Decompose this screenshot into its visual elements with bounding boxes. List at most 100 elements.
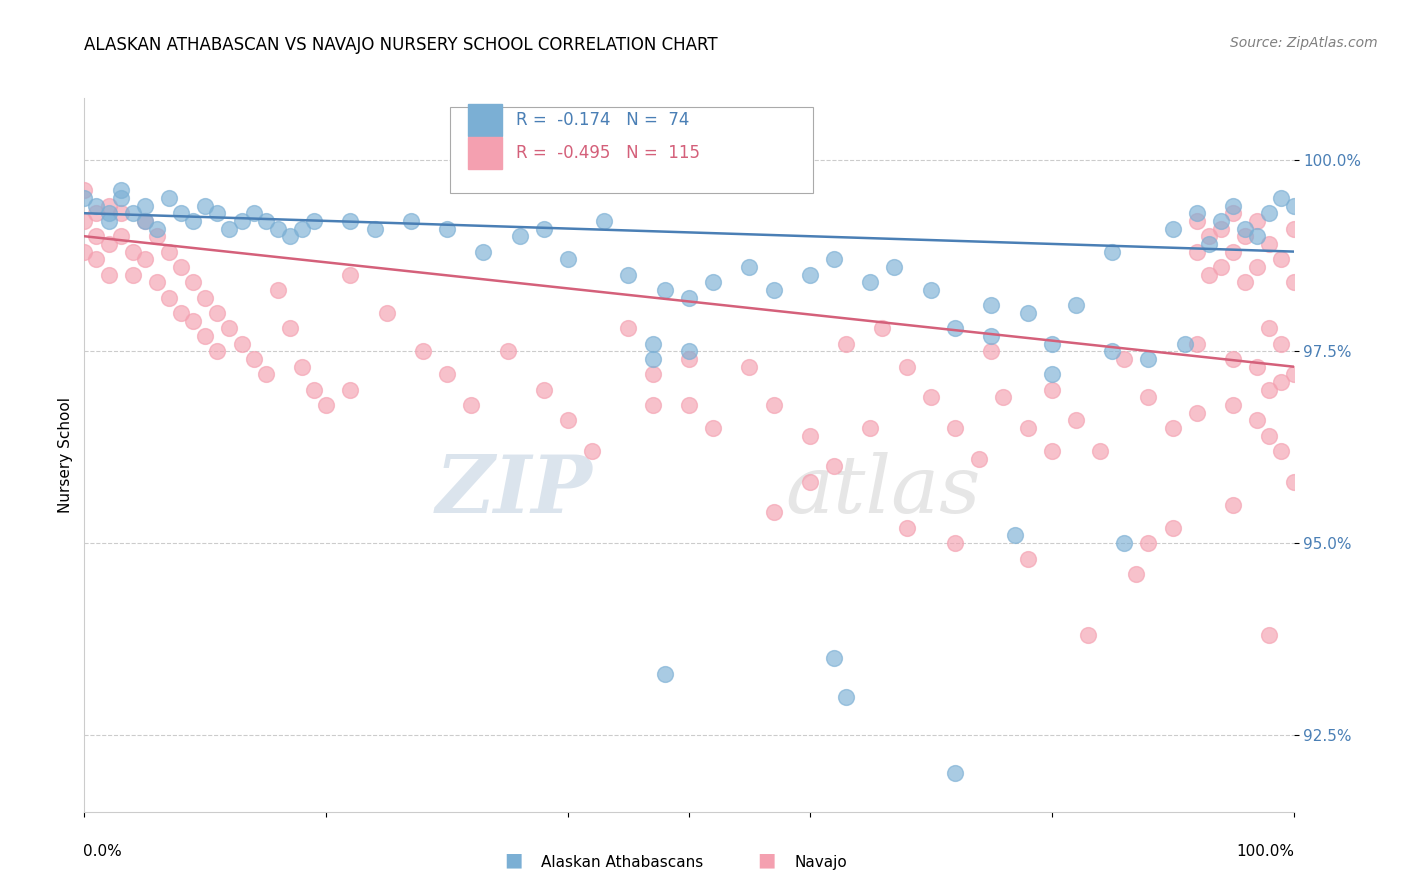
Point (73, 244, 96, 259)
Point (1040, 383, 1063, 397)
Point (73, 191, 96, 205)
Point (1234, 275, 1257, 289)
Point (533, 221, 555, 235)
Point (1137, 536, 1160, 550)
Point (181, 275, 204, 289)
Point (146, 221, 169, 235)
Point (678, 344, 700, 359)
Point (1270, 252, 1292, 267)
Point (302, 383, 325, 397)
Point (496, 344, 519, 359)
Point (509, 229, 531, 244)
Point (1198, 236, 1220, 251)
Point (1209, 260, 1232, 274)
Point (654, 283, 676, 297)
Point (1077, 628, 1099, 642)
Point (1222, 498, 1244, 512)
Point (1185, 206, 1208, 220)
Point (799, 475, 821, 489)
Point (1258, 628, 1281, 642)
Point (1246, 359, 1268, 374)
Point (146, 229, 169, 244)
Point (181, 214, 204, 228)
Point (436, 221, 458, 235)
Point (1222, 206, 1244, 220)
Point (412, 344, 434, 359)
Point (1185, 214, 1208, 228)
Point (73, 183, 96, 197)
Point (110, 191, 132, 205)
Point (242, 206, 264, 220)
Point (980, 329, 1002, 343)
Point (920, 283, 942, 297)
Point (194, 198, 217, 212)
Point (157, 291, 180, 305)
Point (1246, 260, 1268, 274)
Point (1088, 444, 1111, 458)
Point (97, 206, 120, 220)
Point (218, 321, 240, 335)
Point (207, 344, 229, 359)
Point (1185, 406, 1208, 420)
Point (762, 398, 785, 412)
Point (134, 252, 156, 267)
Point (1040, 336, 1063, 351)
Bar (468, 103, 502, 136)
Point (1040, 368, 1063, 382)
Point (859, 421, 882, 435)
Point (617, 268, 640, 282)
Point (1101, 244, 1123, 259)
Text: 100.0%: 100.0% (1237, 844, 1295, 859)
Point (823, 651, 845, 665)
Point (121, 206, 143, 220)
Point (678, 291, 700, 305)
Point (254, 368, 277, 382)
Point (1234, 229, 1257, 244)
Point (134, 198, 156, 212)
Point (762, 283, 785, 297)
Point (678, 398, 700, 412)
Text: R =  -0.174   N =  74: R = -0.174 N = 74 (516, 111, 689, 128)
Point (1198, 229, 1220, 244)
Point (291, 221, 314, 235)
Point (593, 214, 616, 228)
Point (97, 214, 120, 228)
Point (654, 666, 676, 681)
Point (278, 229, 301, 244)
Text: atlas: atlas (786, 452, 981, 529)
Point (86, 198, 108, 212)
Point (302, 214, 325, 228)
Point (678, 351, 700, 366)
Point (1246, 229, 1268, 244)
Point (86, 252, 108, 267)
Point (1282, 198, 1305, 212)
Point (97, 268, 120, 282)
Point (315, 398, 337, 412)
Point (1198, 268, 1220, 282)
Point (218, 221, 240, 235)
Point (231, 214, 253, 228)
Point (157, 191, 180, 205)
Point (110, 229, 132, 244)
Text: Navajo: Navajo (794, 855, 848, 870)
Text: Source: ZipAtlas.com: Source: ZipAtlas.com (1230, 36, 1378, 50)
Point (1258, 206, 1281, 220)
Point (375, 306, 398, 320)
Point (254, 214, 277, 228)
Point (883, 260, 905, 274)
Point (1137, 351, 1160, 366)
Point (170, 306, 193, 320)
Point (823, 252, 845, 267)
Point (896, 521, 918, 535)
Point (436, 368, 458, 382)
Point (859, 275, 882, 289)
Text: ZIP: ZIP (436, 452, 592, 529)
Text: 0.0%: 0.0% (83, 844, 122, 859)
Point (557, 413, 579, 427)
Text: ■: ■ (756, 851, 776, 870)
Point (146, 275, 169, 289)
Point (1137, 390, 1160, 404)
Point (920, 390, 942, 404)
Point (581, 444, 603, 458)
Point (1282, 368, 1305, 382)
